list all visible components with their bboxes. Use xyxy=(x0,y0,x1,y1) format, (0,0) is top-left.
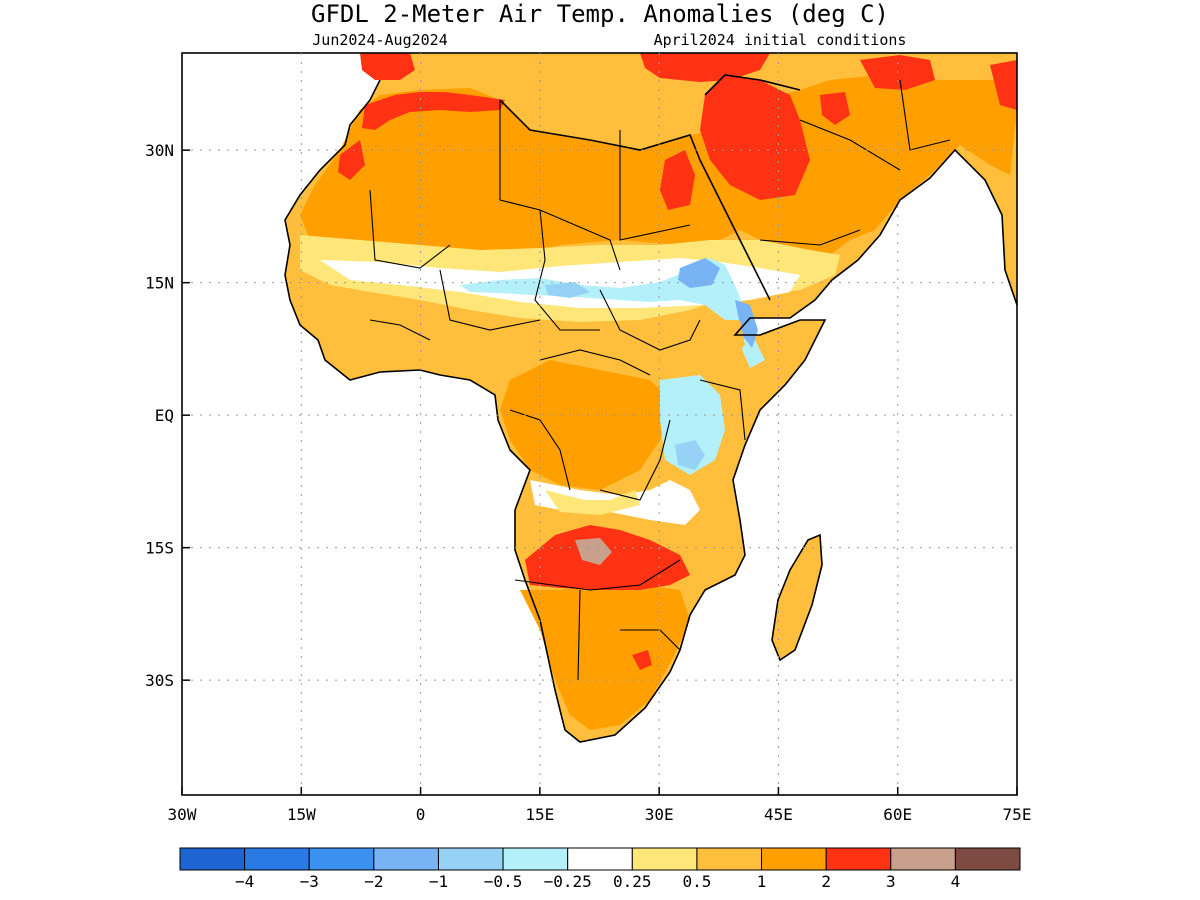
colorbar-label: −0.5 xyxy=(484,872,523,891)
colorbar-swatch xyxy=(825,847,892,871)
colorbar-swatch xyxy=(761,847,827,871)
lon-label: 0 xyxy=(416,805,426,824)
map-panel xyxy=(182,53,1017,795)
initial-conditions: April2024 initial conditions xyxy=(654,31,907,49)
red-angola-zambia xyxy=(525,525,690,590)
lon-label: 15W xyxy=(287,805,316,824)
colorbar-label: 4 xyxy=(951,872,961,891)
colorbar-label: −0.25 xyxy=(544,872,592,891)
sahara-orange xyxy=(300,75,1017,270)
colorbar-swatch xyxy=(179,847,246,871)
latitude-labels: 30N 15N EQ 15S 30S xyxy=(145,141,174,690)
coastlines xyxy=(284,74,1017,743)
colorbar-label: 0.5 xyxy=(682,872,711,891)
lon-label: 30E xyxy=(645,805,674,824)
lat-label: 30S xyxy=(145,671,174,690)
figure-title: GFDL 2-Meter Air Temp. Anomalies (deg C) xyxy=(311,0,889,28)
country-borders xyxy=(369,79,951,681)
lon-label: 30W xyxy=(168,805,197,824)
lon-label: 75E xyxy=(1003,805,1032,824)
red-morocco-coast xyxy=(338,140,365,180)
blue-patch-ethiopia xyxy=(678,258,720,288)
blue-patch-horn xyxy=(735,300,758,348)
red-egypt xyxy=(660,150,695,210)
colorbar-label: −3 xyxy=(300,872,319,891)
colorbar-swatch xyxy=(890,847,956,871)
colorbar-swatch xyxy=(696,847,763,871)
lon-label: 45E xyxy=(764,805,793,824)
longitude-labels: 30W 15W 0 15E 30E 45E 60E 75E xyxy=(168,805,1032,824)
colorbar-label: −4 xyxy=(235,872,254,891)
colorbar-swatch xyxy=(244,847,310,871)
colorbar-swatch xyxy=(502,847,569,871)
lat-label: 15S xyxy=(145,539,174,558)
colorbar-swatch xyxy=(437,847,504,871)
colorbar-label: 2 xyxy=(821,872,831,891)
colorbar-swatch xyxy=(954,847,1021,871)
colorbar-label: 1 xyxy=(757,872,767,891)
colorbar-label: −2 xyxy=(364,872,383,891)
red-arabia xyxy=(700,75,810,200)
colorbar-swatch xyxy=(373,847,439,871)
red-south-africa-patch xyxy=(632,650,652,670)
colorbar-swatch xyxy=(567,847,633,871)
central-africa-orange xyxy=(500,360,670,490)
colorbar-swatch xyxy=(631,847,698,871)
colorbar-labels: −4 −3 −2 −1 −0.5 −0.25 0.25 0.5 1 2 3 4 xyxy=(235,872,960,891)
red-maghreb xyxy=(362,92,505,130)
graticule xyxy=(181,53,1018,795)
red-turkey xyxy=(640,53,770,82)
blue-patch-west xyxy=(545,282,590,298)
southern-africa-orange xyxy=(520,585,690,730)
lat-label: 30N xyxy=(145,141,174,160)
lon-label: 60E xyxy=(883,805,912,824)
colorbar-label: −1 xyxy=(429,872,448,891)
ethiopia-highland-orange xyxy=(698,320,745,365)
extreme-anomaly-patch xyxy=(575,538,612,565)
valid-period: Jun2024-Aug2024 xyxy=(312,31,447,49)
map-frame xyxy=(181,52,1018,796)
colorbar-swatch xyxy=(308,847,375,871)
madagascar xyxy=(772,535,822,660)
blue-patch-tanzania xyxy=(675,440,705,470)
lon-label: 15E xyxy=(525,805,554,824)
red-iberia xyxy=(360,53,415,80)
lat-label: 15N xyxy=(145,274,174,293)
colorbar-label: 3 xyxy=(886,872,896,891)
colorbar-label: 0.25 xyxy=(613,872,652,891)
red-central-asia xyxy=(990,60,1017,110)
angola-yellow-band xyxy=(545,490,640,515)
red-iran-patch xyxy=(820,92,850,125)
colorbar xyxy=(179,847,1021,871)
lat-label: EQ xyxy=(155,406,174,425)
